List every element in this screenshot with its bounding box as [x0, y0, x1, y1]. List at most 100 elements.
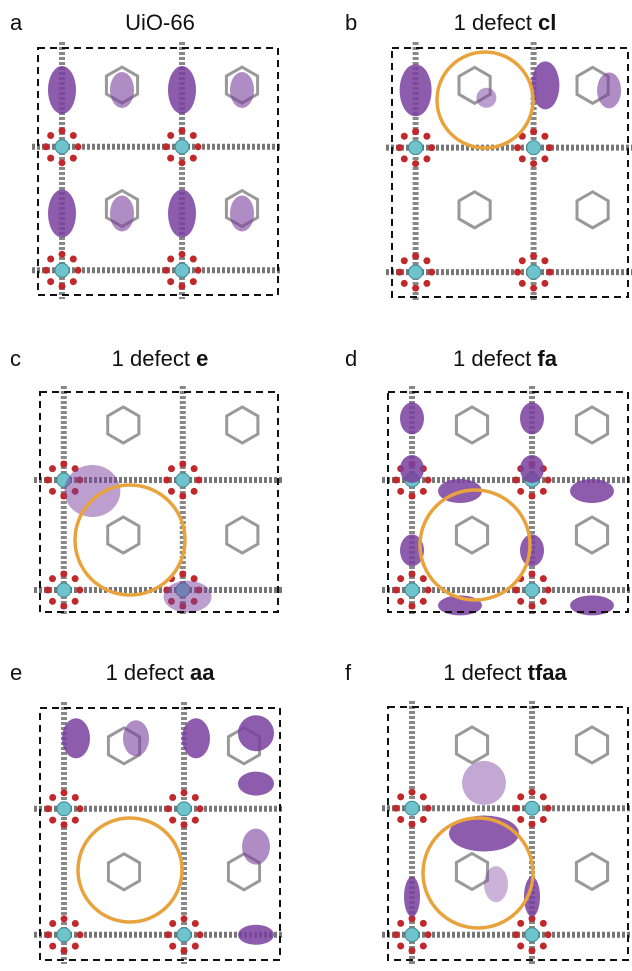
oxygen-atom	[47, 278, 54, 285]
title-bold: aa	[190, 660, 215, 685]
oxygen-atom	[425, 477, 432, 484]
oxygen-atom	[195, 267, 202, 274]
oxygen-atom	[540, 816, 547, 823]
oxygen-atom	[77, 931, 84, 938]
oxygen-atom	[423, 280, 430, 287]
oxygen-atom	[70, 255, 77, 262]
oxygen-atom	[519, 257, 526, 264]
oxygen-atom	[541, 257, 548, 264]
oxygen-atom	[181, 821, 188, 828]
oxygen-atom	[540, 920, 547, 927]
zr-atom	[175, 263, 189, 277]
oxygen-atom	[397, 488, 404, 495]
benzene-ring	[576, 407, 607, 443]
benzene-ring	[456, 517, 487, 553]
oxygen-atom	[545, 805, 552, 812]
oxygen-atom	[393, 805, 400, 812]
zr-atom	[527, 265, 541, 279]
benzene-ring	[576, 853, 607, 889]
oxygen-atom	[425, 931, 432, 938]
oxygen-atom	[513, 477, 520, 484]
oxygen-atom	[179, 493, 186, 500]
oxygen-atom	[197, 805, 204, 812]
zr-atom	[409, 141, 423, 155]
oxygen-atom	[420, 943, 427, 950]
zr-atom	[177, 802, 191, 816]
oxygen-atom	[397, 920, 404, 927]
oxygen-atom	[409, 493, 416, 500]
oxygen-atom	[517, 598, 524, 605]
orbital-lobe	[242, 829, 270, 865]
title-text: 1 defect	[112, 346, 196, 371]
oxygen-atom	[43, 267, 50, 274]
orbital-lobe	[62, 718, 90, 758]
oxygen-atom	[514, 144, 521, 151]
orbital-lobe	[110, 195, 134, 231]
oxygen-atom	[70, 132, 77, 139]
zr-atom	[527, 141, 541, 155]
oxygen-atom	[412, 285, 419, 292]
oxygen-atom	[397, 575, 404, 582]
oxygen-atom	[49, 575, 56, 582]
oxygen-atom	[165, 805, 172, 812]
oxygen-atom	[43, 143, 50, 150]
oxygen-atom	[397, 816, 404, 823]
orbital-lobe	[400, 402, 424, 434]
oxygen-atom	[529, 493, 536, 500]
oxygen-atom	[179, 571, 186, 578]
panel-letter: b	[345, 10, 357, 35]
oxygen-atom	[192, 920, 199, 927]
zr-atom	[409, 265, 423, 279]
defect-circle	[420, 490, 530, 600]
panel: f1 defect tfaa	[345, 660, 632, 964]
zr-atom	[57, 802, 71, 816]
defect-circle	[78, 818, 182, 922]
panel-title: 1 defect aa	[106, 660, 216, 685]
oxygen-atom	[517, 920, 524, 927]
oxygen-atom	[529, 571, 536, 578]
oxygen-atom	[77, 805, 84, 812]
zr-atom	[175, 140, 189, 154]
oxygen-atom	[540, 488, 547, 495]
oxygen-atom	[168, 488, 175, 495]
orbital-lobe	[168, 66, 196, 114]
title-text: 1 defect	[443, 660, 527, 685]
oxygen-atom	[49, 920, 56, 927]
oxygen-atom	[165, 931, 172, 938]
orbital-lobe	[570, 479, 614, 503]
orbital-lobe	[48, 189, 76, 237]
orbital-lobe	[484, 866, 508, 902]
title-bold: fa	[537, 346, 557, 371]
oxygen-atom	[529, 789, 536, 796]
oxygen-atom	[192, 794, 199, 801]
oxygen-atom	[70, 155, 77, 162]
figure: aUiO-66b1 defect clc1 defect ed1 defect …	[0, 0, 632, 971]
benzene-ring	[227, 407, 258, 443]
orbital-lobe	[238, 925, 274, 945]
oxygen-atom	[530, 285, 537, 292]
benzene-ring	[227, 517, 258, 553]
oxygen-atom	[546, 144, 553, 151]
oxygen-atom	[49, 488, 56, 495]
oxygen-atom	[169, 943, 176, 950]
oxygen-atom	[167, 255, 174, 262]
oxygen-atom	[168, 465, 175, 472]
oxygen-atom	[49, 598, 56, 605]
oxygen-atom	[420, 920, 427, 927]
orbital-lobe	[123, 720, 149, 756]
oxygen-atom	[545, 931, 552, 938]
oxygen-atom	[517, 793, 524, 800]
oxygen-atom	[60, 461, 67, 468]
oxygen-atom	[195, 143, 202, 150]
orbital-lobe	[238, 715, 274, 751]
oxygen-atom	[47, 255, 54, 262]
benzene-ring	[108, 407, 139, 443]
oxygen-atom	[163, 267, 170, 274]
oxygen-atom	[179, 461, 186, 468]
oxygen-atom	[179, 159, 186, 166]
page: {"figure": {"panels": [ {"letter": "a", …	[0, 0, 632, 971]
oxygen-atom	[412, 253, 419, 260]
title-bold: tfaa	[528, 660, 568, 685]
